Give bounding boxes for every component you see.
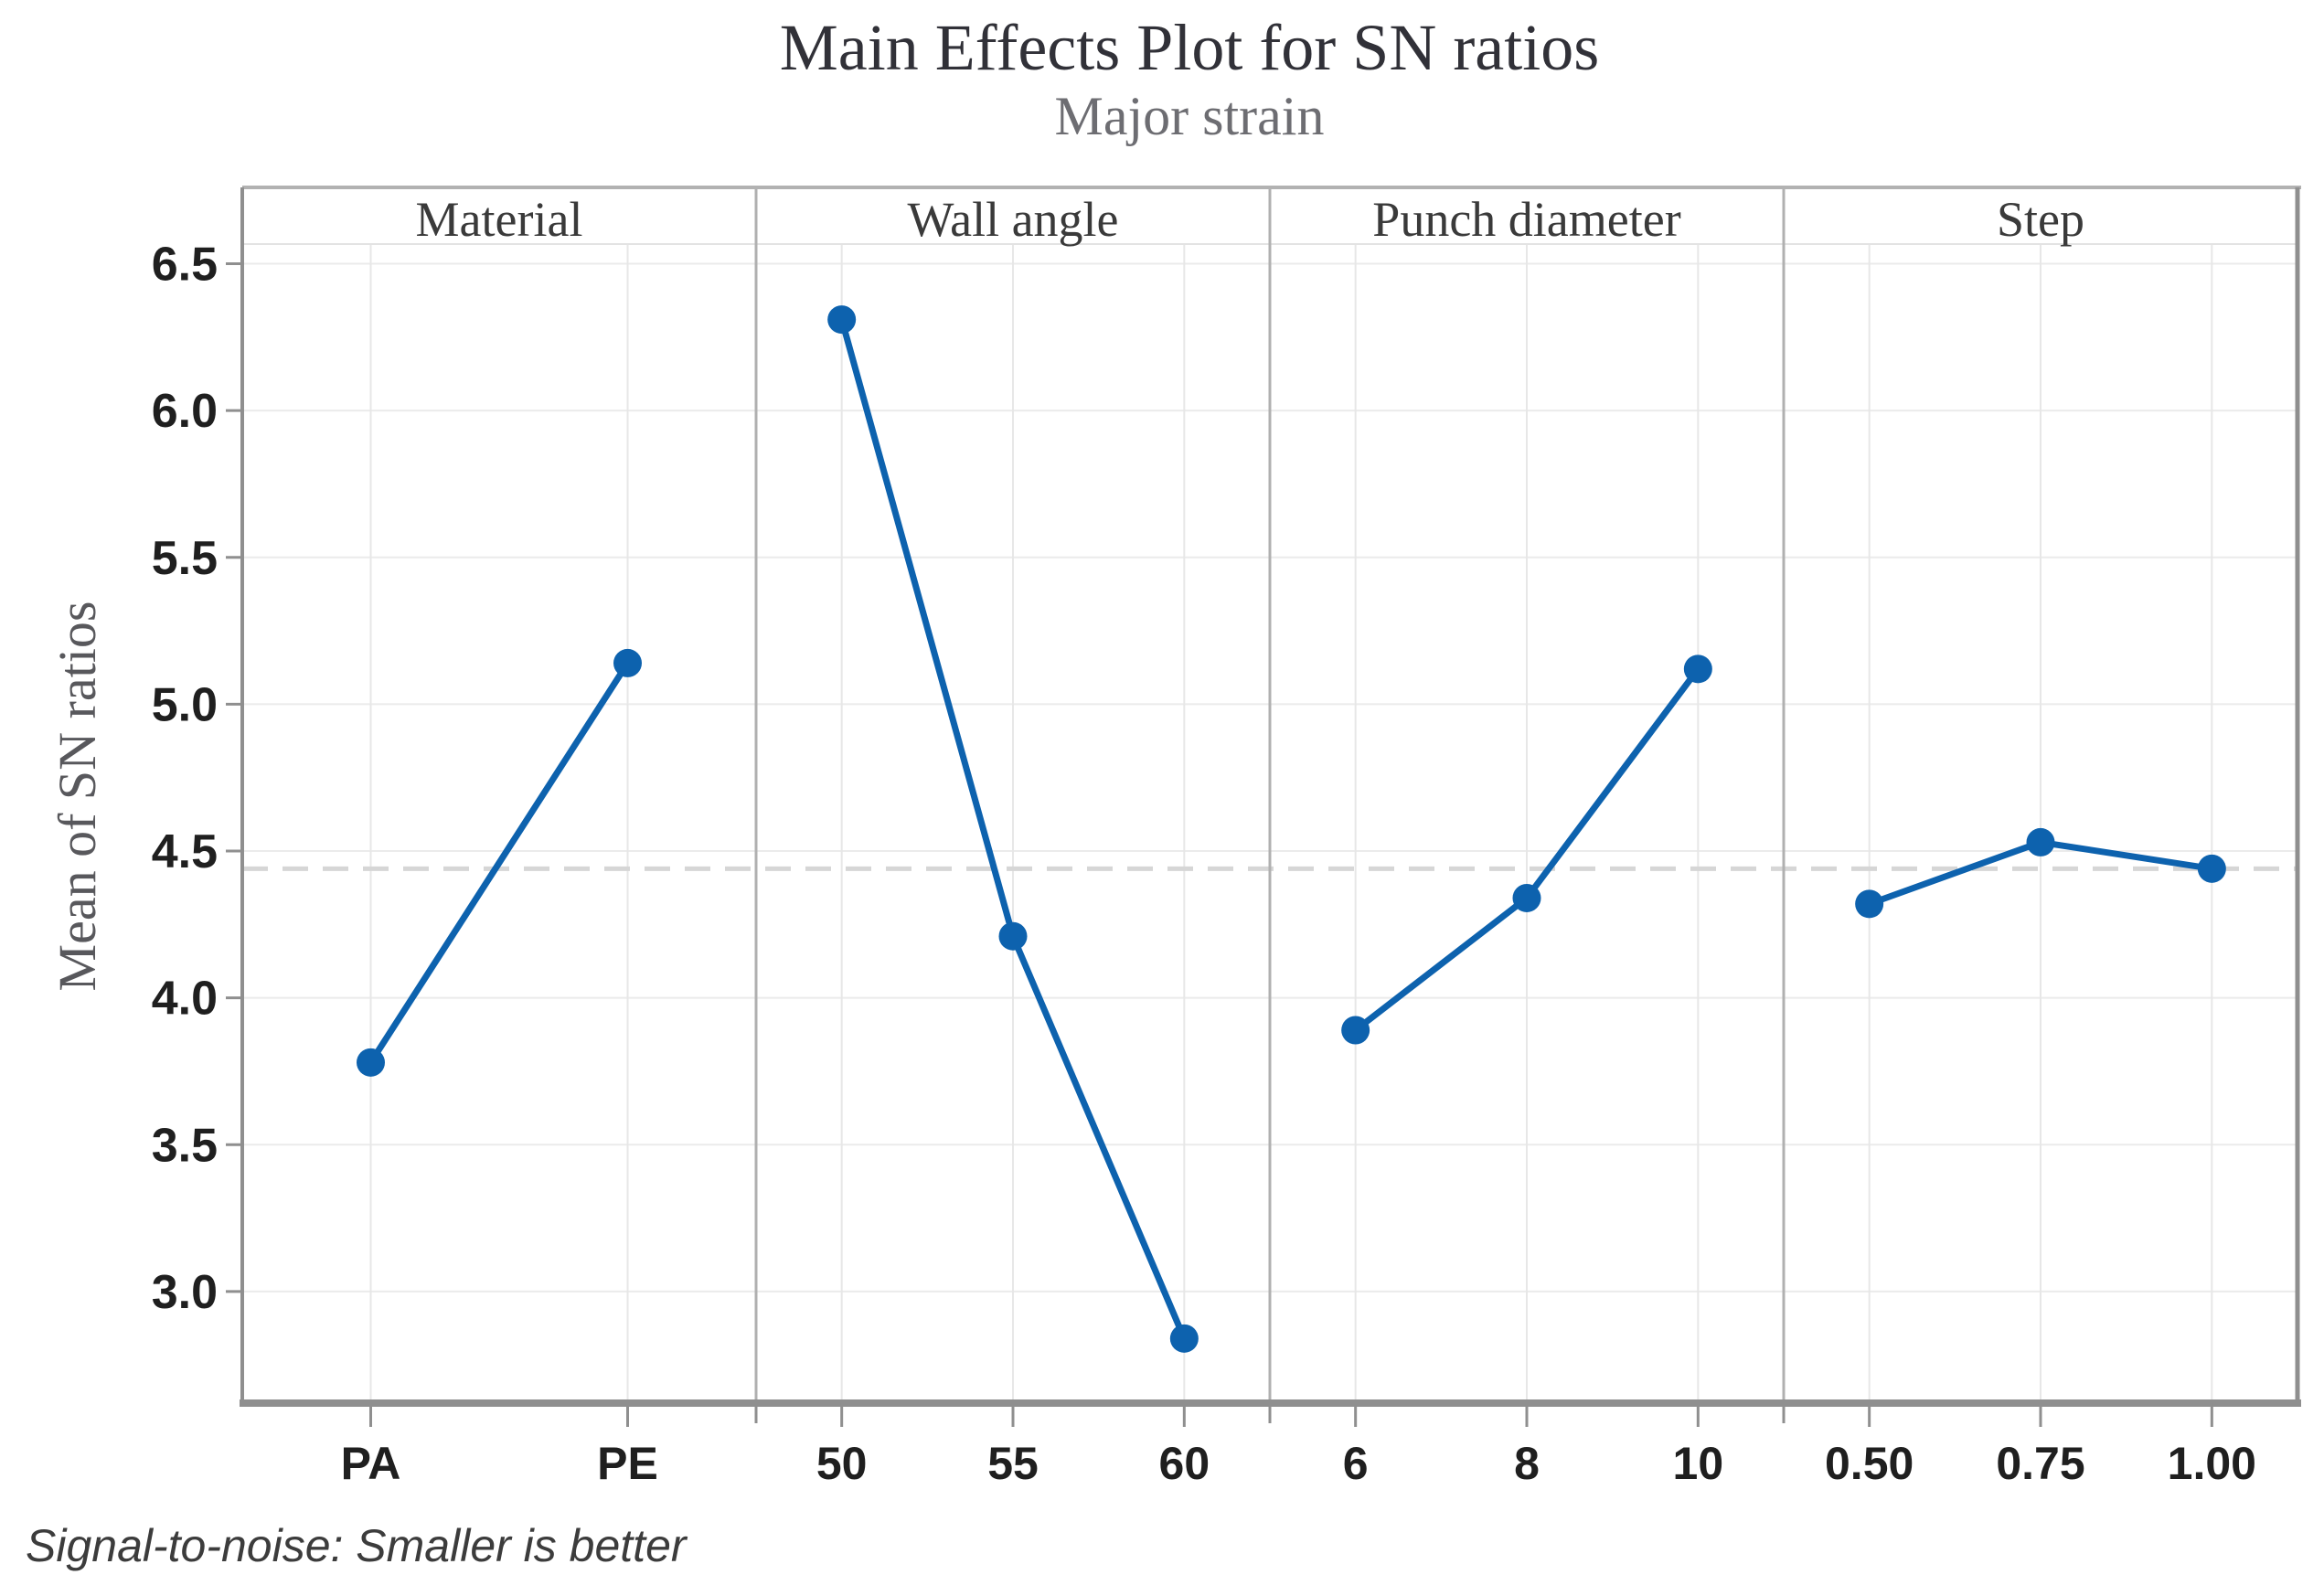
y-tick-label: 3.0 [152, 1266, 218, 1319]
y-tick-label: 4.0 [152, 973, 218, 1026]
x-tick-label: 0.75 [1996, 1438, 2084, 1489]
x-tick-label: PA [341, 1438, 401, 1489]
panel-header-label: Wall angle [907, 192, 1118, 247]
x-tick-label: 55 [987, 1438, 1039, 1489]
x-tick-label: 60 [1159, 1438, 1210, 1489]
data-point-marker [827, 305, 857, 335]
data-point-marker [1512, 883, 1541, 912]
series-line [368, 659, 631, 1066]
data-point-marker [998, 921, 1028, 951]
y-tick-label: 6.0 [152, 385, 218, 438]
data-point-marker [1341, 1016, 1370, 1045]
y-tick-label: 6.5 [152, 239, 218, 292]
x-tick-label: 6 [1343, 1438, 1369, 1489]
x-tick-label: 8 [1514, 1438, 1540, 1489]
panel-header-label: Punch diameter [1372, 192, 1680, 247]
y-tick-label: 3.5 [152, 1119, 218, 1172]
data-point-marker [1855, 889, 1884, 919]
signal-to-noise-footnote: Signal-to-noise: Smaller is better [26, 1520, 687, 1571]
x-tick-label: 1.00 [2168, 1438, 2256, 1489]
panel-header-label: Step [1997, 192, 2084, 247]
chart-subtitle: Major strain [1054, 86, 1325, 146]
x-tick-label: PE [597, 1438, 658, 1489]
data-point-marker [1683, 654, 1712, 684]
x-tick-label: 50 [816, 1438, 868, 1489]
y-tick-label: 5.5 [152, 532, 218, 585]
x-tick-label: 10 [1673, 1438, 1724, 1489]
y-tick-label: 5.0 [152, 678, 218, 731]
data-point-marker [1169, 1324, 1199, 1353]
data-point-marker [2197, 854, 2226, 883]
data-point-marker [613, 648, 642, 677]
panel-header-label: Material [416, 192, 583, 247]
x-tick-label: 0.50 [1825, 1438, 1914, 1489]
chart-title: Main Effects Plot for SN ratios [779, 11, 1600, 84]
data-point-marker [2026, 827, 2055, 857]
data-point-marker [357, 1048, 385, 1077]
y-tick-label: 4.5 [152, 825, 218, 878]
